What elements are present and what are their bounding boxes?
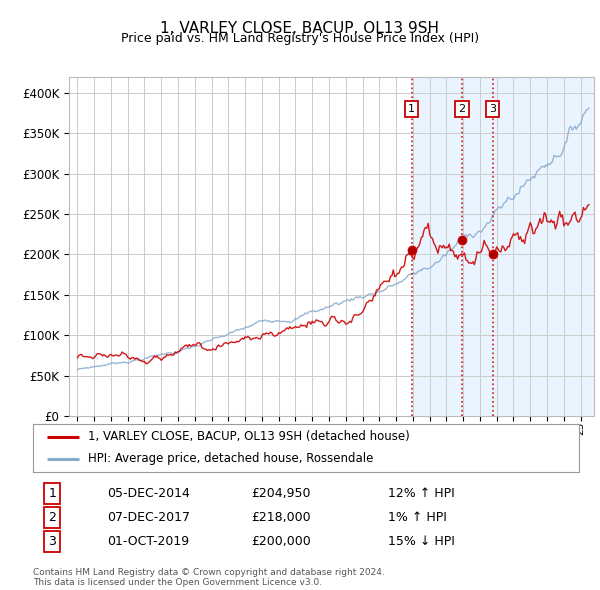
Text: 2: 2: [48, 511, 56, 525]
Text: 3: 3: [48, 535, 56, 548]
Text: 1% ↑ HPI: 1% ↑ HPI: [388, 511, 447, 525]
Text: 15% ↓ HPI: 15% ↓ HPI: [388, 535, 455, 548]
Text: 07-DEC-2017: 07-DEC-2017: [107, 511, 190, 525]
Text: Price paid vs. HM Land Registry's House Price Index (HPI): Price paid vs. HM Land Registry's House …: [121, 32, 479, 45]
Text: 3: 3: [489, 104, 496, 114]
Text: 1: 1: [48, 487, 56, 500]
Text: £204,950: £204,950: [251, 487, 311, 500]
Bar: [412, 77, 598, 416]
Text: 05-DEC-2014: 05-DEC-2014: [107, 487, 190, 500]
Text: 1, VARLEY CLOSE, BACUP, OL13 9SH: 1, VARLEY CLOSE, BACUP, OL13 9SH: [161, 21, 439, 35]
Text: 1, VARLEY CLOSE, BACUP, OL13 9SH (detached house): 1, VARLEY CLOSE, BACUP, OL13 9SH (detach…: [88, 430, 409, 443]
Text: 1: 1: [408, 104, 415, 114]
Text: £200,000: £200,000: [251, 535, 311, 548]
Text: HPI: Average price, detached house, Rossendale: HPI: Average price, detached house, Ross…: [88, 453, 373, 466]
Text: £218,000: £218,000: [251, 511, 311, 525]
Text: Contains HM Land Registry data © Crown copyright and database right 2024.
This d: Contains HM Land Registry data © Crown c…: [33, 568, 385, 587]
Text: 01-OCT-2019: 01-OCT-2019: [107, 535, 189, 548]
Text: 2: 2: [458, 104, 466, 114]
Text: 12% ↑ HPI: 12% ↑ HPI: [388, 487, 455, 500]
